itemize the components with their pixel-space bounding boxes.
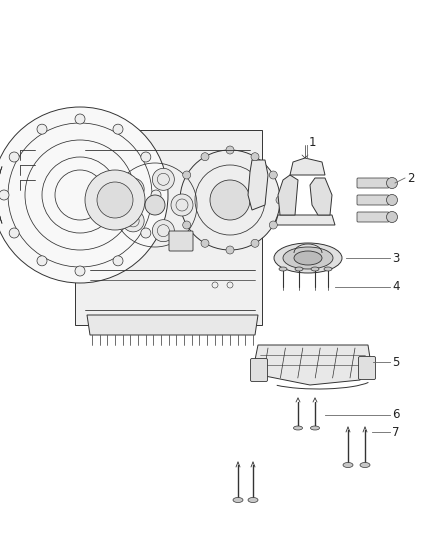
- Circle shape: [37, 256, 47, 266]
- Circle shape: [386, 212, 398, 222]
- Circle shape: [75, 114, 85, 124]
- Circle shape: [386, 195, 398, 206]
- Ellipse shape: [311, 426, 319, 430]
- Circle shape: [183, 171, 191, 179]
- FancyBboxPatch shape: [357, 212, 389, 222]
- Text: 4: 4: [392, 280, 399, 294]
- Circle shape: [183, 221, 191, 229]
- Text: 3: 3: [392, 252, 399, 264]
- Ellipse shape: [293, 426, 303, 430]
- Circle shape: [141, 228, 151, 238]
- Circle shape: [85, 170, 145, 230]
- Text: 7: 7: [392, 425, 399, 439]
- Text: 1: 1: [309, 136, 317, 149]
- Polygon shape: [275, 215, 335, 225]
- Ellipse shape: [283, 247, 333, 269]
- Ellipse shape: [294, 251, 322, 265]
- Polygon shape: [75, 130, 262, 325]
- Polygon shape: [248, 160, 268, 210]
- Circle shape: [201, 239, 209, 247]
- Circle shape: [75, 266, 85, 276]
- Circle shape: [269, 171, 277, 179]
- FancyBboxPatch shape: [358, 357, 375, 379]
- Circle shape: [226, 146, 234, 154]
- Circle shape: [386, 177, 398, 189]
- Circle shape: [0, 107, 168, 283]
- Circle shape: [226, 246, 234, 254]
- Circle shape: [9, 152, 19, 162]
- Ellipse shape: [311, 267, 319, 271]
- Polygon shape: [290, 158, 325, 175]
- Ellipse shape: [343, 463, 353, 467]
- Polygon shape: [87, 315, 258, 335]
- Circle shape: [171, 194, 193, 216]
- Circle shape: [113, 124, 123, 134]
- Circle shape: [269, 221, 277, 229]
- Circle shape: [9, 228, 19, 238]
- Text: 6: 6: [392, 408, 399, 422]
- Circle shape: [210, 180, 250, 220]
- Polygon shape: [255, 345, 370, 385]
- Circle shape: [97, 182, 133, 218]
- Circle shape: [152, 220, 174, 241]
- Circle shape: [276, 196, 284, 204]
- Circle shape: [37, 124, 47, 134]
- Circle shape: [145, 195, 165, 215]
- Circle shape: [176, 196, 184, 204]
- FancyBboxPatch shape: [357, 195, 389, 205]
- Text: 5: 5: [392, 356, 399, 368]
- Circle shape: [180, 150, 280, 250]
- FancyBboxPatch shape: [169, 231, 193, 251]
- Circle shape: [122, 210, 144, 232]
- Polygon shape: [278, 175, 298, 215]
- Circle shape: [151, 190, 161, 200]
- Circle shape: [251, 239, 259, 247]
- Ellipse shape: [360, 463, 370, 467]
- Circle shape: [113, 256, 123, 266]
- Ellipse shape: [295, 267, 303, 271]
- Circle shape: [122, 178, 144, 200]
- Polygon shape: [310, 178, 332, 215]
- Circle shape: [251, 152, 259, 160]
- Circle shape: [141, 152, 151, 162]
- Ellipse shape: [233, 497, 243, 503]
- Circle shape: [152, 168, 174, 190]
- Ellipse shape: [274, 243, 342, 273]
- FancyBboxPatch shape: [251, 359, 268, 382]
- Circle shape: [0, 190, 9, 200]
- FancyBboxPatch shape: [357, 178, 389, 188]
- Ellipse shape: [248, 497, 258, 503]
- Ellipse shape: [279, 267, 287, 271]
- Circle shape: [201, 152, 209, 160]
- Ellipse shape: [324, 267, 332, 271]
- Text: 2: 2: [407, 172, 414, 184]
